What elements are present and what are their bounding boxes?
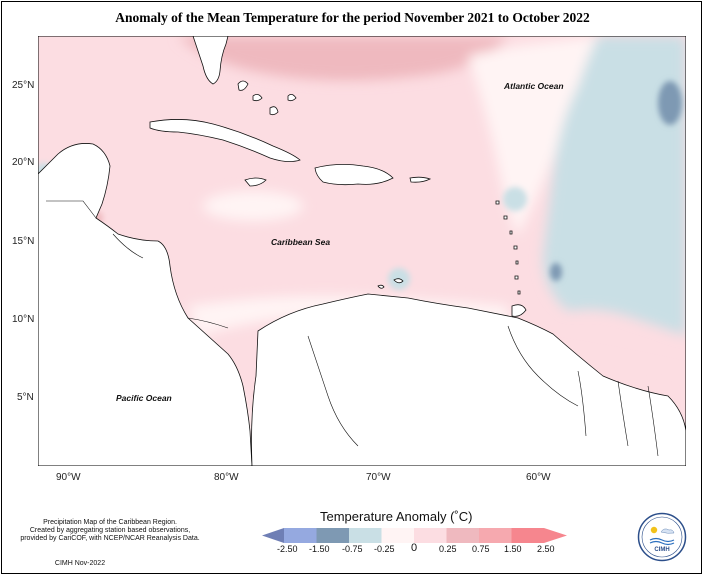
caribbean-sea-label: Caribbean Sea bbox=[271, 237, 331, 247]
legend-bin bbox=[479, 528, 512, 543]
hispaniola bbox=[314, 164, 394, 186]
legend-tick: -1.50 bbox=[309, 544, 330, 554]
sun-icon bbox=[650, 526, 658, 534]
bahamas-4 bbox=[287, 94, 297, 102]
description-note: Precipitation Map of the Caribbean Regio… bbox=[10, 519, 210, 543]
legend-bin bbox=[316, 528, 349, 543]
pacific-ocean-label: Pacific Ocean bbox=[116, 393, 172, 403]
legend-title: Temperature Anomaly (˚C) bbox=[320, 509, 473, 524]
legend-bin bbox=[381, 528, 414, 543]
legend-tick: 1.50 bbox=[504, 544, 522, 554]
legend-bin-lowest bbox=[262, 528, 284, 543]
trinidad bbox=[511, 304, 527, 317]
cloud-icon bbox=[660, 528, 675, 534]
lesser-antilles bbox=[495, 200, 521, 295]
lat-label-20n: 20°N bbox=[12, 157, 35, 168]
bahamas-3 bbox=[269, 106, 279, 116]
lon-label-80w: 80°W bbox=[214, 472, 239, 483]
lon-label-70w: 70°W bbox=[366, 472, 391, 483]
lat-label-5n: 5°N bbox=[17, 392, 34, 403]
atlantic-ocean-label: Atlantic Ocean bbox=[504, 81, 564, 91]
note-line: Created by aggregating station based obs… bbox=[29, 527, 191, 534]
jamaica bbox=[244, 177, 267, 187]
legend-tick: 0 bbox=[411, 542, 418, 554]
lon-label-60w: 60°W bbox=[526, 472, 551, 483]
credit-note: CIMH Nov-2022 bbox=[54, 560, 106, 567]
lon-label-90w: 90°W bbox=[56, 472, 81, 483]
lat-label-25n: 25°N bbox=[12, 80, 35, 91]
country-borders bbox=[46, 200, 659, 457]
legend-tick: 0.75 bbox=[472, 544, 490, 554]
legend-tick: -2.50 bbox=[277, 544, 298, 554]
legend-tick: 2.50 bbox=[537, 544, 555, 554]
legend-bin bbox=[511, 528, 544, 543]
south-america bbox=[251, 293, 686, 466]
lat-label-15n: 15°N bbox=[12, 236, 35, 247]
legend-tick: -0.25 bbox=[374, 544, 395, 554]
cimh-logo: CIMH bbox=[637, 512, 687, 562]
legend-bin-highest bbox=[544, 528, 567, 543]
logo-text: CIMH bbox=[654, 547, 669, 553]
legend-colorbar bbox=[262, 528, 567, 543]
lat-label-10n: 10°N bbox=[12, 314, 35, 325]
cuba bbox=[149, 119, 301, 162]
legend-tick: -0.75 bbox=[342, 544, 363, 554]
abc-islands bbox=[377, 278, 404, 289]
waves-icon bbox=[649, 537, 675, 543]
florida bbox=[192, 36, 229, 85]
map-area: Atlantic Ocean Caribbean Sea Pacific Oce… bbox=[38, 36, 686, 466]
legend-bin bbox=[446, 528, 479, 543]
legend-bin bbox=[349, 528, 382, 543]
puerto-rico bbox=[409, 176, 432, 183]
landmasses bbox=[38, 36, 686, 466]
note-line: provided by CariCOF, with NCEP/NCAR Rean… bbox=[20, 535, 200, 542]
anomaly-map bbox=[38, 36, 686, 466]
map-title: Anomaly of the Mean Temperature for the … bbox=[115, 10, 590, 25]
legend-bin bbox=[414, 528, 447, 543]
bahamas-1 bbox=[237, 80, 249, 91]
legend-bin bbox=[284, 528, 317, 543]
central-america bbox=[38, 143, 253, 466]
bahamas-2 bbox=[252, 94, 263, 102]
note-line: Precipitation Map of the Caribbean Regio… bbox=[43, 519, 177, 526]
legend-tick: 0.25 bbox=[439, 544, 457, 554]
